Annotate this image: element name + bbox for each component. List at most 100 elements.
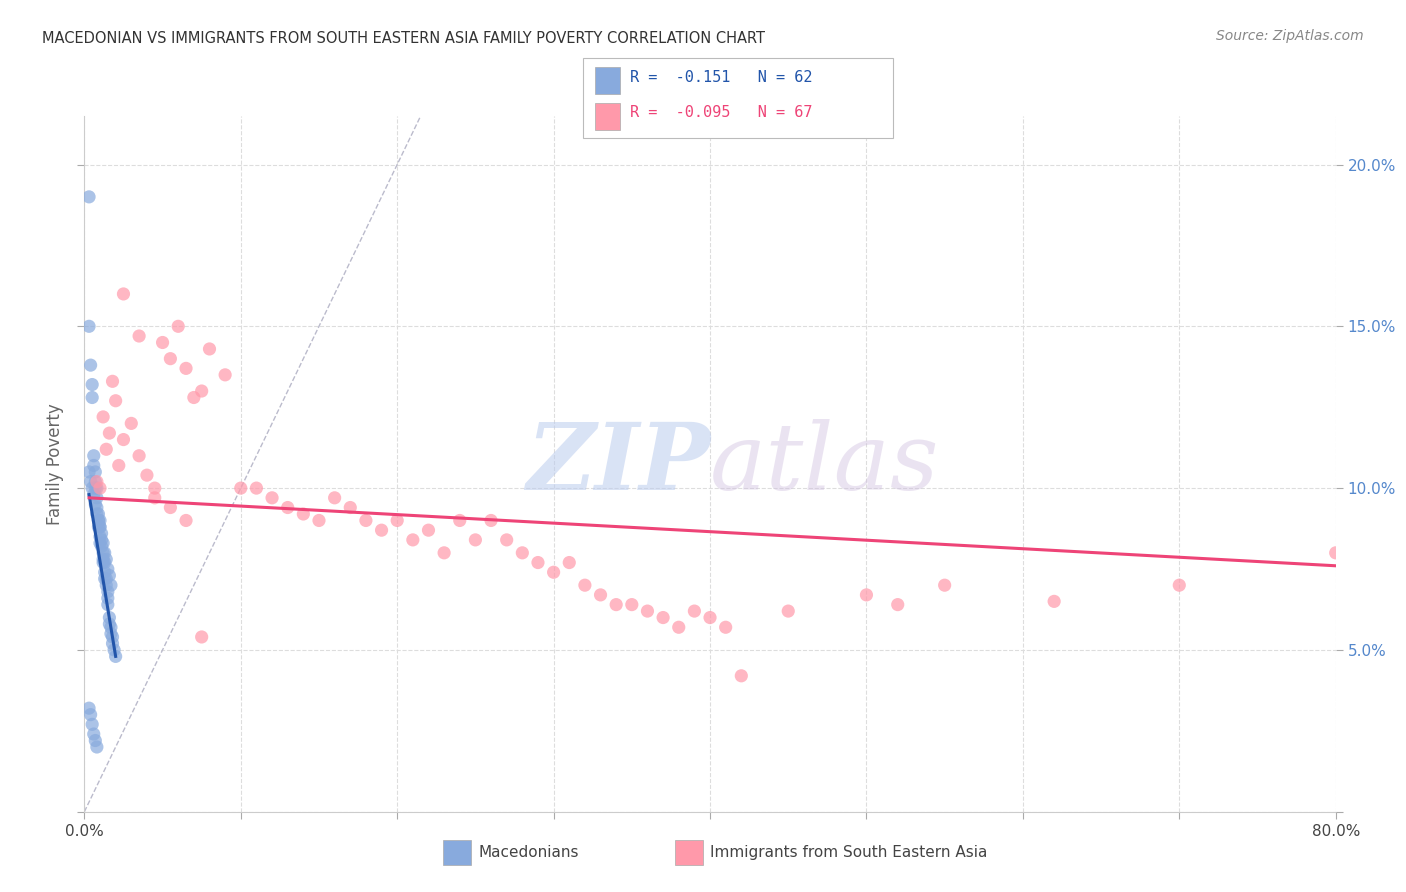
Point [82,481,104,495]
Point [159,351,181,366]
Point [77,465,100,479]
Point [101,636,124,650]
Point [128,329,150,343]
Point [91,546,114,560]
Point [91,409,114,424]
Point [101,374,124,388]
Text: MACEDONIAN VS IMMIGRANTS FROM SOUTH EASTERN ASIA FAMILY POVERTY CORRELATION CHAR: MACEDONIAN VS IMMIGRANTS FROM SOUTH EAST… [42,31,765,46]
Point [79,707,101,722]
Point [449,513,471,527]
Text: Macedonians: Macedonians [478,846,578,860]
Point [96,578,118,592]
Point [93,572,115,586]
Point [385,513,409,527]
Point [79,358,101,372]
Point [887,598,910,612]
Point [107,458,129,473]
Point [418,523,440,537]
Point [86,481,108,495]
Point [668,620,690,634]
Point [934,578,956,592]
Point [86,491,108,505]
Point [143,491,166,505]
Point [98,568,121,582]
Point [433,546,456,560]
Point [84,481,107,495]
Point [77,701,100,715]
Point [1043,594,1066,608]
Point [98,426,121,441]
Point [495,533,517,547]
Point [339,500,361,515]
Point [120,417,142,431]
Point [605,598,627,612]
Point [77,319,100,334]
Point [91,536,114,550]
Point [103,643,125,657]
Point [100,626,122,640]
Point [96,442,118,457]
Point [87,520,110,534]
Text: R =  -0.095   N = 67: R = -0.095 N = 67 [630,104,813,120]
Point [100,578,122,592]
Point [620,598,643,612]
Point [82,717,104,731]
Point [174,513,197,527]
Point [778,604,800,618]
Point [89,536,111,550]
Point [183,391,205,405]
Point [90,526,112,541]
Point [90,533,112,547]
Point [79,475,101,489]
Point [89,530,111,544]
Point [87,507,110,521]
Point [464,533,486,547]
Point [89,513,111,527]
Point [83,727,105,741]
Point [97,591,120,606]
Point [112,287,135,301]
Point [402,533,425,547]
Point [190,630,212,644]
Point [101,630,124,644]
Point [543,566,565,580]
Point [87,513,110,527]
Point [93,566,115,580]
Point [136,468,159,483]
Point [229,481,252,495]
Point [86,507,108,521]
Point [112,433,135,447]
Point [699,610,721,624]
Point [89,520,111,534]
Point [152,335,174,350]
Point [714,620,737,634]
Point [83,487,105,501]
Point [730,669,752,683]
Point [292,507,315,521]
Point [262,491,284,505]
Point [84,465,107,479]
Point [354,513,377,527]
Point [100,620,122,634]
Point [83,449,105,463]
Point [245,481,267,495]
Point [96,572,118,586]
Point [652,610,675,624]
Point [104,649,127,664]
Point [174,361,197,376]
Point [370,523,392,537]
Point [83,458,105,473]
Text: Immigrants from South Eastern Asia: Immigrants from South Eastern Asia [710,846,987,860]
Point [84,497,107,511]
Point [167,319,190,334]
Point [91,552,114,566]
Point [308,513,330,527]
Point [190,384,212,398]
Point [84,733,107,747]
Point [683,604,706,618]
Point [198,342,221,356]
Point [855,588,877,602]
Point [214,368,236,382]
Point [589,588,612,602]
Point [96,552,118,566]
